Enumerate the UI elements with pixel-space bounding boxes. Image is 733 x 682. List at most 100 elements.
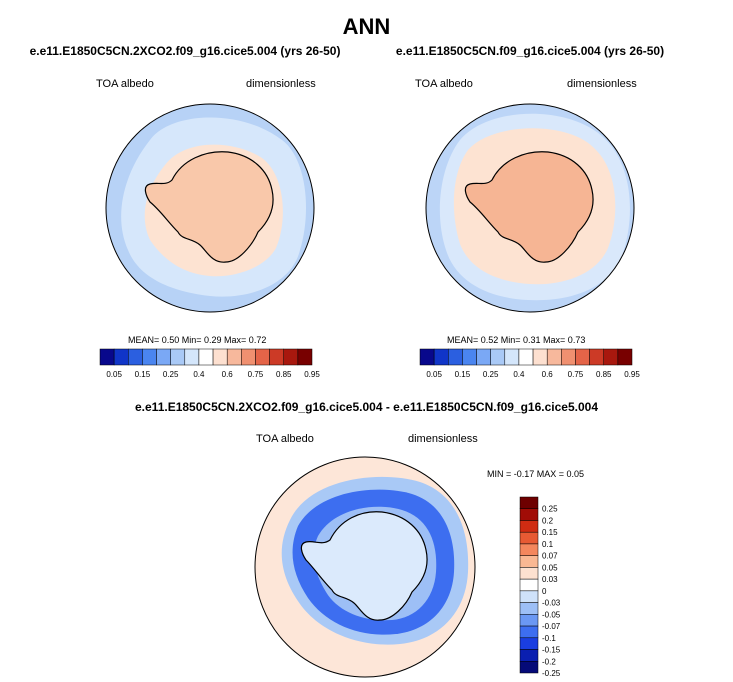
- panel3-colorbar-swatch: [519, 661, 539, 674]
- panel1-colorbar-tick-label: 0.95: [304, 370, 320, 379]
- panel1-colorbar: 0.05 0.15 0.25 0.4 0.6 0.75 0.85 0.95: [99, 348, 320, 379]
- panel2-colorbar-tick-label: 0.05: [426, 370, 442, 379]
- panel3-colorbar-tick-label: 0.2: [542, 516, 554, 525]
- panel1-colorbar-tick-label: 0.25: [163, 370, 179, 379]
- panel2-colorbar: 0.05 0.15 0.25 0.4 0.6 0.75 0.85 0.95: [419, 348, 640, 379]
- panel3-colorbar-tick-label: 0: [542, 587, 547, 596]
- panel1-colorbar-swatch: [255, 348, 270, 366]
- panel3-colorbar-swatch: [519, 520, 539, 533]
- panel3-colorbar-swatch: [519, 614, 539, 627]
- panel1-colorbar-swatch: [269, 348, 284, 366]
- panel2-colorbar-swatch: [490, 348, 506, 366]
- panel1-colorbar-swatch: [198, 348, 214, 366]
- panel1-colorbar-swatch: [241, 348, 256, 366]
- panel3-colorbar-tick-label: -0.1: [542, 634, 556, 643]
- panel2-map-border: [425, 103, 635, 313]
- panel2-variable: TOA albedo: [415, 78, 473, 90]
- panel2-colorbar-swatch: [589, 348, 604, 366]
- panel3-antarctica: [300, 511, 428, 621]
- panel1-colorbar-tick-label: 0.75: [248, 370, 264, 379]
- panel3-colorbar-tick-label: 0.05: [542, 563, 558, 572]
- panel3-colorbar-swatch: [519, 555, 539, 568]
- panel2-colorbar-swatch: [462, 348, 477, 366]
- panel3-colorbar: 0.25 0.2 0.15 0.1 0.07 0.05 0.03 0 -0.03 -0.05 -0.…: [519, 496, 561, 678]
- page-title: ANN: [342, 14, 391, 39]
- panel3-variable: TOA albedo: [256, 433, 314, 445]
- panel3-colorbar-swatch: [519, 567, 539, 580]
- panel1-colorbar-swatch: [170, 348, 186, 366]
- panel1-title: e.e11.E1850C5CN.2XCO2.f09_g16.cice5.004 …: [29, 44, 341, 58]
- panel3-colorbar-swatch: [519, 625, 539, 639]
- panel1-colorbar-swatch: [142, 348, 157, 366]
- panel2-title: e.e11.E1850C5CN.f09_g16.cice5.004 (yrs 2…: [395, 44, 665, 58]
- panel2-colorbar-swatch: [575, 348, 590, 366]
- panel1-colorbar-tick-label: 0.4: [193, 370, 205, 379]
- panel2-colorbar-tick-label: 0.6: [542, 370, 554, 379]
- panel2-colorbar-tick-label: 0.85: [596, 370, 612, 379]
- panel1-colorbar-tick-label: 0.6: [222, 370, 234, 379]
- panel3-colorbar-swatch: [519, 531, 539, 545]
- panel3-colorbar-tick-label: -0.03: [542, 599, 561, 608]
- panel3-colorbar-tick-label: 0.1: [542, 540, 554, 549]
- panel3-colorbar-tick-label: 0.15: [542, 528, 558, 537]
- panel1-map: [105, 103, 315, 313]
- panel3-colorbar-swatch: [519, 602, 539, 615]
- panel3-colorbar-tick-label: -0.2: [542, 657, 556, 666]
- panel2-colorbar-swatch: [603, 348, 619, 366]
- panel3-colorbar-tick-label: 0.03: [542, 575, 558, 584]
- panel2-units: dimensionless: [567, 78, 637, 90]
- panel1-colorbar-swatch: [184, 348, 200, 366]
- panel2-colorbar-swatch: [448, 348, 463, 366]
- panel3-units: dimensionless: [408, 433, 478, 445]
- panel2-colorbar-swatch: [546, 348, 562, 366]
- panel1-colorbar-tick-label: 0.15: [135, 370, 151, 379]
- panel1-colorbar-tick-label: 0.85: [276, 370, 292, 379]
- panel2-colorbar-swatch: [419, 348, 435, 366]
- panel1-units: dimensionless: [246, 78, 316, 90]
- panel3-colorbar-swatch: [519, 590, 539, 603]
- panel2-colorbar-swatch: [504, 348, 520, 366]
- panel3-colorbar-swatch: [519, 543, 539, 556]
- panel2-colorbar-tick-label: 0.15: [455, 370, 471, 379]
- panel2-colorbar-swatch: [561, 348, 576, 366]
- panel2-map: [425, 103, 635, 313]
- panel1-colorbar-swatch: [283, 348, 299, 366]
- panel2-antarctica: [464, 151, 594, 263]
- panel1-antarctica: [144, 151, 274, 263]
- panel1-colorbar-swatch: [99, 348, 115, 366]
- panel1-variable: TOA albedo: [96, 78, 154, 90]
- panel3-map-border: [254, 456, 476, 678]
- panel1-colorbar-swatch: [226, 348, 242, 366]
- panel3-colorbar-tick-label: 0.25: [542, 505, 558, 514]
- panel3-colorbar-tick-label: 0.07: [542, 552, 558, 561]
- panel3-map: [254, 456, 476, 678]
- panel2-colorbar-tick-label: 0.25: [483, 370, 499, 379]
- diff-title: e.e11.E1850C5CN.2XCO2.f09_g16.cice5.004 …: [135, 400, 598, 414]
- panel3-colorbar-tick-label: -0.05: [542, 610, 561, 619]
- panel2-colorbar-swatch: [433, 348, 449, 366]
- panel3-colorbar-swatch: [519, 578, 539, 592]
- panel3-colorbar-tick-label: -0.07: [542, 622, 561, 631]
- panel2-colorbar-tick-label: 0.4: [513, 370, 525, 379]
- panel1-colorbar-tick-label: 0.05: [106, 370, 122, 379]
- panel3-colorbar-swatch: [519, 496, 539, 509]
- panel1-stats: MEAN= 0.50 Min= 0.29 Max= 0.72: [128, 335, 267, 345]
- panel1-map-border: [105, 103, 315, 313]
- panel2-colorbar-tick-label: 0.75: [568, 370, 584, 379]
- panel3-colorbar-swatch: [519, 508, 539, 521]
- panel1-colorbar-swatch: [297, 348, 313, 366]
- panel3-colorbar-tick-label: -0.25: [542, 669, 561, 678]
- panel2-colorbar-swatch: [532, 348, 548, 366]
- panel2-colorbar-swatch: [476, 348, 491, 366]
- panel3-colorbar-swatch: [519, 637, 539, 650]
- panel2-colorbar-tick-label: 0.95: [624, 370, 640, 379]
- panel1-colorbar-swatch: [113, 348, 129, 366]
- panel1-colorbar-swatch: [156, 348, 171, 366]
- panel2-stats: MEAN= 0.52 Min= 0.31 Max= 0.73: [447, 335, 586, 345]
- panel3-colorbar-tick-label: -0.15: [542, 646, 561, 655]
- panel3-stats: MIN = -0.17 MAX = 0.05: [487, 469, 585, 479]
- panel2-colorbar-swatch: [518, 348, 534, 366]
- panel2-colorbar-swatch: [617, 348, 633, 366]
- panel3-colorbar-swatch: [519, 649, 539, 662]
